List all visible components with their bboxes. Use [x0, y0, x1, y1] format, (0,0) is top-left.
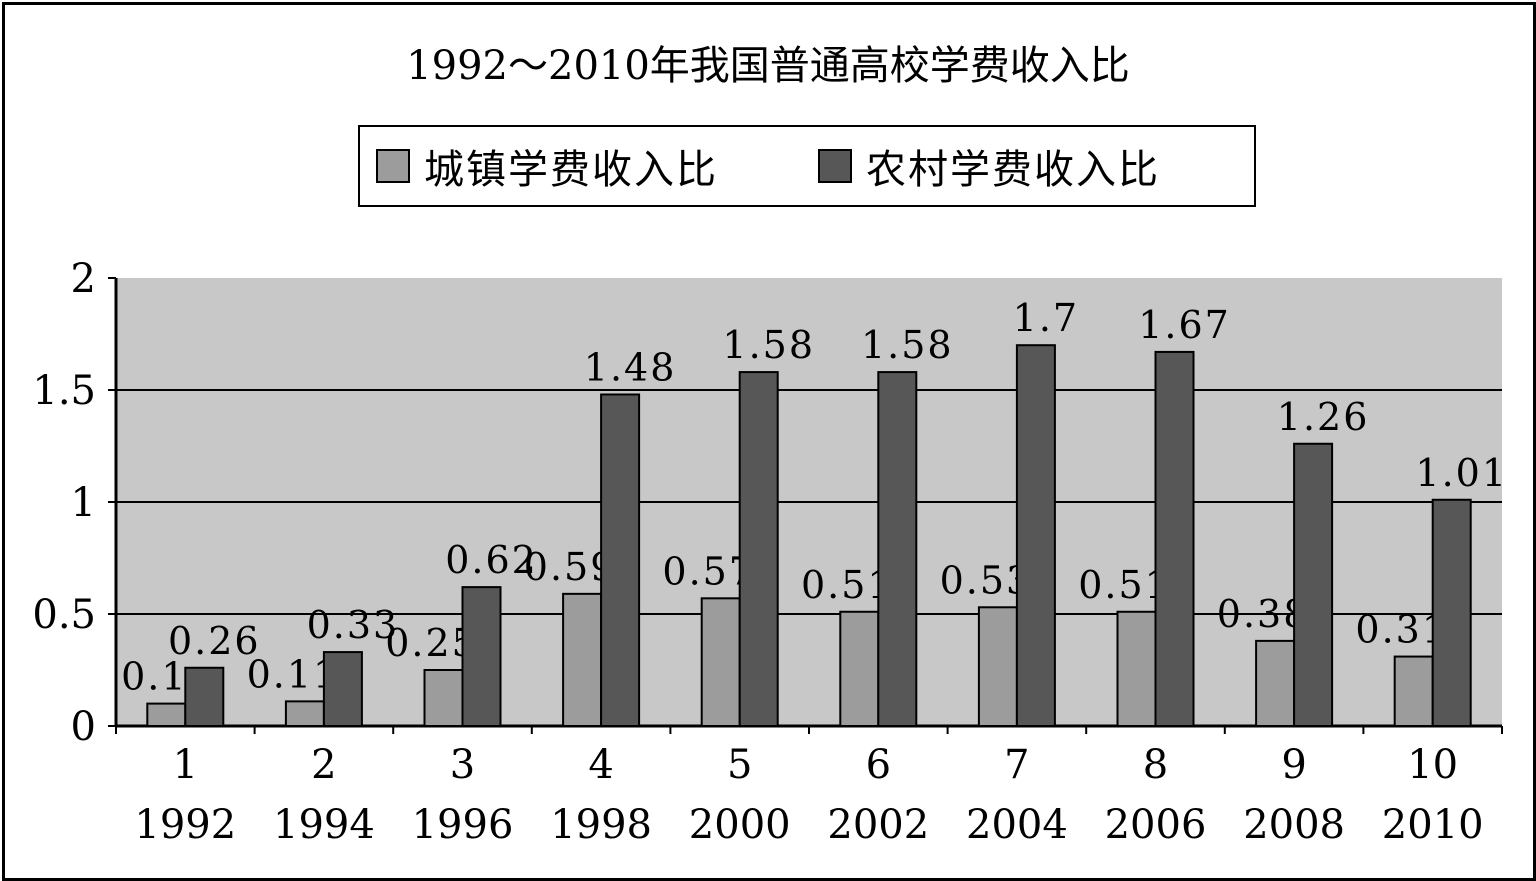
- x-year-label: 2008: [1243, 802, 1345, 848]
- bar: [322, 651, 363, 728]
- bar: [1393, 655, 1434, 727]
- data-label: 0.57: [662, 549, 755, 593]
- data-label: 1.26: [1277, 395, 1370, 439]
- bar: [184, 666, 225, 728]
- legend-swatch-rural: [818, 149, 852, 183]
- data-label: 0.38: [1217, 592, 1310, 636]
- bar: [839, 610, 880, 728]
- data-label: 1.67: [1138, 303, 1231, 347]
- bar: [738, 371, 779, 727]
- data-label: 0.11: [247, 652, 340, 696]
- bar: [1015, 344, 1056, 727]
- legend-swatch-urban: [376, 149, 410, 183]
- legend-item-rural: 农村学费收入比: [818, 127, 1160, 205]
- bar: [700, 597, 741, 728]
- legend-label-rural: 农村学费收入比: [866, 147, 1160, 193]
- bar: [423, 669, 464, 727]
- bar: [877, 371, 918, 727]
- data-label: 0.26: [168, 619, 261, 663]
- bar: [1154, 350, 1195, 727]
- data-label: 0.33: [307, 603, 400, 647]
- data-label: 1.01: [1415, 451, 1508, 495]
- x-tick-label: 10: [1407, 742, 1458, 788]
- data-label: 0.1: [121, 655, 187, 699]
- x-year-label: 1994: [273, 802, 375, 848]
- y-tick-label: 1: [71, 480, 96, 526]
- y-tick-label: 2: [71, 256, 96, 302]
- data-label: 0.59: [524, 545, 617, 589]
- x-tick-label: 7: [1004, 742, 1029, 788]
- y-tick-label: 1.5: [32, 368, 96, 414]
- bar: [146, 702, 187, 727]
- bar: [1255, 639, 1296, 728]
- data-label: 0.31: [1355, 608, 1448, 652]
- legend-label-urban: 城镇学费收入比: [424, 147, 718, 193]
- data-label: 1.48: [584, 345, 677, 389]
- bar: [461, 586, 502, 727]
- data-label: 0.51: [801, 563, 894, 607]
- x-year-label: 2010: [1382, 802, 1484, 848]
- data-label: 0.53: [940, 558, 1033, 602]
- data-label: 1.58: [861, 323, 954, 367]
- data-label: 0.51: [1078, 563, 1171, 607]
- bar: [1431, 498, 1472, 728]
- data-label: 0.62: [445, 538, 538, 582]
- chart-title: 1992～2010年我国普通高校学费收入比: [406, 43, 1130, 89]
- bar: [977, 606, 1018, 728]
- bar: [562, 592, 603, 728]
- data-label: 0.25: [385, 621, 478, 665]
- x-tick-label: 6: [866, 742, 891, 788]
- x-year-label: 1992: [134, 802, 236, 848]
- legend: 城镇学费收入比 农村学费收入比: [358, 125, 1256, 207]
- y-tick-label: 0: [71, 704, 96, 750]
- bar: [600, 393, 641, 727]
- data-label: 1.58: [722, 323, 815, 367]
- x-tick-label: 3: [450, 742, 475, 788]
- x-tick-label: 8: [1143, 742, 1168, 788]
- x-tick-label: 9: [1281, 742, 1306, 788]
- x-tick-label: 4: [588, 742, 613, 788]
- bar: [284, 700, 325, 727]
- x-tick-label: 5: [727, 742, 752, 788]
- x-year-label: 2002: [827, 802, 929, 848]
- x-year-label: 2004: [966, 802, 1068, 848]
- y-tick-label: 0.5: [32, 592, 96, 638]
- bar: [1116, 610, 1157, 728]
- x-year-label: 2000: [689, 802, 791, 848]
- x-tick-label: 2: [311, 742, 336, 788]
- x-year-label: 1998: [550, 802, 652, 848]
- x-year-label: 1996: [412, 802, 514, 848]
- x-year-label: 2006: [1105, 802, 1207, 848]
- x-tick-label: 1: [173, 742, 198, 788]
- data-label: 1.7: [1013, 296, 1079, 340]
- bar: [1293, 442, 1334, 727]
- legend-item-urban: 城镇学费收入比: [376, 127, 718, 205]
